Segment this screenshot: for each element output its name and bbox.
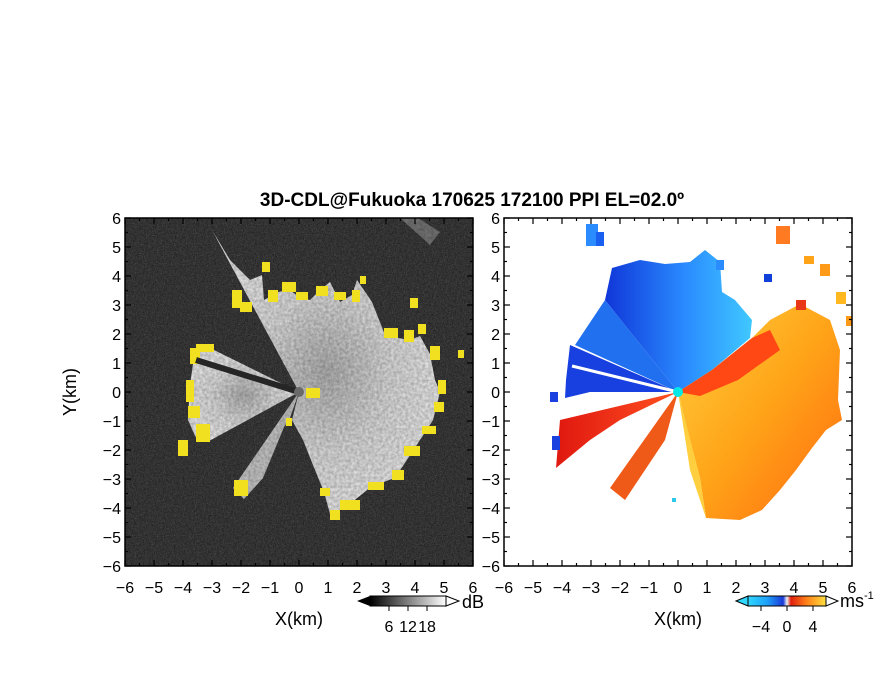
- velocity-x-tick-label: −1: [640, 580, 658, 597]
- reflectivity-x-tick-label: −4: [174, 580, 192, 597]
- velocity-y-tick-label: 6: [491, 211, 500, 228]
- velocity-axis-ticks: [503, 217, 853, 567]
- velocity-colorbar-unit-base: ms: [840, 591, 864, 611]
- velocity-sector-gap-west: [571, 364, 679, 394]
- velocity-y-tick-label: 4: [491, 269, 500, 286]
- velocity-x-tick-label: −2: [611, 580, 629, 597]
- velocity-toward-north: [605, 250, 752, 392]
- velocity-y-tick-label: 2: [491, 327, 500, 344]
- reflectivity-y-tick-label: −2: [103, 443, 121, 460]
- velocity-x-tick-label: 6: [848, 580, 857, 597]
- reflectivity-y-tick-label: 3: [112, 298, 121, 315]
- reflectivity-x-tick-label: −1: [261, 580, 279, 597]
- velocity-colorbar-arrow-left: [734, 595, 749, 607]
- velocity-y-tick-label: −5: [482, 530, 500, 547]
- velocity-x-tick-label: 2: [732, 580, 741, 597]
- velocity-away-east: [678, 304, 842, 520]
- reflectivity-x-tick-label: 2: [353, 580, 362, 597]
- velocity-x-tick-label: 3: [761, 580, 770, 597]
- figure-title: 3D-CDL@Fukuoka 170625 172100 PPI EL=02.0…: [260, 190, 684, 211]
- velocity-colorbar-unit-exponent: -1: [864, 590, 874, 602]
- reflectivity-axis-ticks: [124, 217, 474, 567]
- reflectivity-x-tick-label: 6: [469, 580, 478, 597]
- velocity-y-tick-label: 5: [491, 240, 500, 257]
- reflectivity-x-tick-label: −2: [232, 580, 250, 597]
- velocity-away-east-inner: [678, 330, 780, 396]
- velocity-x-tick-label: −6: [495, 580, 513, 597]
- reflectivity-y-tick-label: −3: [103, 472, 121, 489]
- velocity-y-tick-labels: 6 5 4 3 2 1 0 −1 −2 −3 −4 −5 −6: [482, 211, 500, 576]
- velocity-scattered-pixels: [550, 224, 852, 502]
- radar-site-right: [673, 387, 683, 397]
- reflectivity-x-tick-label: 3: [382, 580, 391, 597]
- reflectivity-colorbar-tick-label: 12: [399, 619, 417, 636]
- reflectivity-colorbar-unit: dB: [462, 592, 484, 612]
- radar-site-left: [294, 387, 304, 397]
- reflectivity-colorbar-arrow-left: [357, 596, 370, 606]
- reflectivity-x-tick-label: −6: [116, 580, 134, 597]
- reflectivity-y-tick-label: −1: [103, 414, 121, 431]
- velocity-colorbar-arrow-right: [825, 595, 840, 607]
- reflectivity-colorbar-tick-label: 6: [385, 619, 394, 636]
- velocity-away-south-wedge: [610, 392, 678, 500]
- reflectivity-x-axis-label: X(km): [275, 609, 323, 629]
- velocity-y-tick-label: −2: [482, 443, 500, 460]
- velocity-x-tick-label: 1: [703, 580, 712, 597]
- reflectivity-colorbar-ticks: 6 12 18: [385, 606, 436, 636]
- velocity-x-tick-label: −4: [553, 580, 571, 597]
- velocity-away-southwest: [556, 392, 678, 468]
- velocity-y-tick-label: 3: [491, 298, 500, 315]
- velocity-y-tick-label: −1: [482, 414, 500, 431]
- velocity-x-tick-label: −5: [524, 580, 542, 597]
- reflectivity-y-tick-label: 5: [112, 240, 121, 257]
- velocity-away-fringe-south: [678, 392, 706, 518]
- velocity-colorbar-tick-label: −4: [752, 619, 770, 636]
- velocity-colorbar-tick-label: 0: [783, 619, 792, 636]
- reflectivity-x-tick-label: −3: [203, 580, 221, 597]
- reflectivity-x-tick-labels: −6 −5 −4 −3 −2 −1 0 1 2 3 4 5 6: [116, 580, 478, 597]
- reflectivity-y-tick-label: −4: [103, 501, 121, 518]
- velocity-y-tick-label: 1: [491, 356, 500, 373]
- reflectivity-y-tick-label: 0: [112, 385, 121, 402]
- velocity-colorbar-unit: ms-1: [840, 590, 874, 611]
- reflectivity-y-tick-label: 2: [112, 327, 121, 344]
- reflectivity-colorbar-tick-label: 18: [418, 619, 436, 636]
- reflectivity-y-tick-label: 4: [112, 269, 121, 286]
- reflectivity-x-tick-label: 0: [295, 580, 304, 597]
- velocity-x-axis-label: X(km): [654, 609, 702, 629]
- velocity-x-tick-label: 5: [819, 580, 828, 597]
- reflectivity-y-tick-label: −6: [103, 559, 121, 576]
- velocity-y-tick-label: −3: [482, 472, 500, 489]
- reflectivity-panel: −6 −5 −4 −3 −2 −1 0 1 2 3 4 5 6 6543210−1−2−3−4−5−6 …: [60, 211, 478, 629]
- velocity-x-tick-label: 4: [790, 580, 799, 597]
- reflectivity-y-tick-labels: 6 5 4 3 2 1 0 −1 −2 −3 −4 −5 −6: [103, 211, 121, 576]
- velocity-panel: −6 −5 −4 −3 −2 −1 0 1 2 3 4 5 6 6543210−1−2−3−4−5−6 …: [482, 211, 857, 629]
- velocity-y-tick-label: 0: [491, 385, 500, 402]
- reflectivity-colorbar: 6 12 18 dB: [357, 592, 484, 636]
- reflectivity-y-tick-label: 1: [112, 356, 121, 373]
- reflectivity-x-tick-label: −5: [145, 580, 163, 597]
- velocity-y-tick-label: −6: [482, 559, 500, 576]
- reflectivity-sector-gap-west: [195, 357, 300, 395]
- velocity-colorbar: −4 0 4 ms-1: [734, 590, 874, 636]
- velocity-x-tick-label: 0: [674, 580, 683, 597]
- reflectivity-colorbar-bar: [369, 595, 447, 607]
- reflectivity-x-tick-label: 5: [440, 580, 449, 597]
- reflectivity-y-tick-label: −5: [103, 530, 121, 547]
- reflectivity-flagged-pixels: [178, 262, 464, 520]
- reflectivity-x-tick-label: 1: [324, 580, 333, 597]
- reflectivity-x-tick-label: 4: [411, 580, 420, 597]
- velocity-toward-northwest: [575, 300, 678, 392]
- velocity-colorbar-tick-label: 4: [809, 619, 818, 636]
- velocity-colorbar-bar: [747, 595, 827, 607]
- velocity-y-tick-label: −4: [482, 501, 500, 518]
- velocity-colorbar-ticks: −4 0 4: [752, 606, 818, 636]
- reflectivity-colorbar-arrow-right: [445, 595, 461, 607]
- velocity-x-tick-labels: −6 −5 −4 −3 −2 −1 0 1 2 3 4 5 6: [495, 580, 857, 597]
- reflectivity-y-tick-label: 6: [112, 211, 121, 228]
- velocity-x-tick-label: −3: [582, 580, 600, 597]
- y-axis-label: Y(km): [60, 368, 80, 416]
